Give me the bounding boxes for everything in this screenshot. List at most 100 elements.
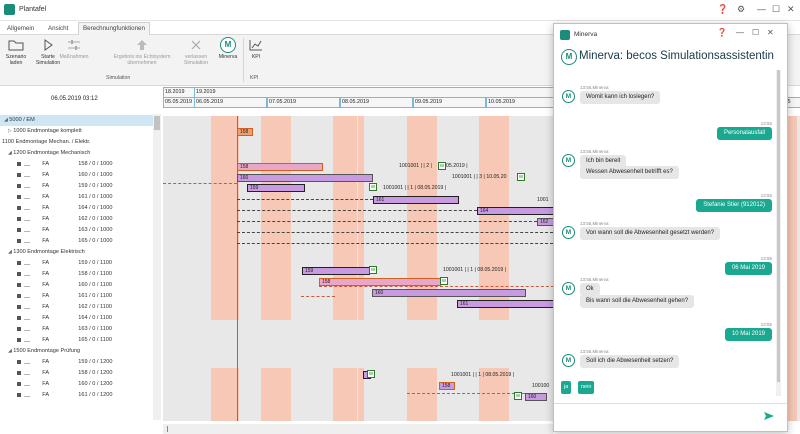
minerva-avatar-icon: M bbox=[562, 354, 575, 367]
tree-group-label: 1200 Endmontage Mechanisch bbox=[13, 150, 91, 156]
dependency-line bbox=[237, 199, 373, 200]
order-row[interactable]: __ FA 159 / 0 / 1100 bbox=[0, 258, 167, 269]
tree-group-row[interactable]: ▷ 1000 Endmontage komplett bbox=[0, 126, 158, 137]
order-row[interactable]: __ FA 165 / 0 / 1100 bbox=[0, 335, 167, 346]
order-row[interactable]: __ FA 165 / 0 / 1000 bbox=[0, 236, 167, 247]
order-row[interactable]: __ FA 160 / 0 / 1000 bbox=[0, 170, 167, 181]
order-row[interactable]: __ FA 158 / 0 / 1100 bbox=[0, 269, 167, 280]
message-bubble: Bis wann soll die Abwesenheit gehen? bbox=[580, 295, 695, 308]
close-icon[interactable]: ✕ bbox=[787, 4, 795, 14]
order-row[interactable]: __ FA 164 / 0 / 1000 bbox=[0, 203, 167, 214]
load-scenario-button[interactable]: Szenario laden bbox=[0, 38, 32, 66]
operation-bar[interactable]: 160 bbox=[525, 393, 547, 401]
order-row[interactable]: __ FA 158 / 0 / 1000 bbox=[0, 159, 167, 170]
order-flag: __ bbox=[24, 260, 31, 266]
operation-bar[interactable]: 158 bbox=[319, 278, 441, 286]
tree-group-row[interactable]: 1100 Endmontage Mechan. / Elektr. bbox=[0, 137, 152, 148]
help-icon[interactable]: ❓ bbox=[717, 4, 729, 14]
kpi-button[interactable]: KPI bbox=[240, 38, 272, 60]
scroll-left-arrow[interactable] bbox=[167, 426, 168, 432]
order-row[interactable]: __ FA 160 / 0 / 1100 bbox=[0, 280, 167, 291]
operation-bar[interactable]: 164 bbox=[477, 207, 553, 215]
milestone-marker[interactable]: W bbox=[440, 277, 448, 285]
operation-bar[interactable]: 161 bbox=[457, 300, 553, 308]
apply-result-button[interactable]: Ergebnis ins Echtsystem übernehmen bbox=[112, 38, 172, 66]
expand-caret-icon[interactable]: ◢ bbox=[8, 249, 14, 255]
milestone-marker[interactable]: W bbox=[514, 392, 522, 400]
chat-close-icon[interactable]: ✕ bbox=[767, 28, 774, 37]
shift-block bbox=[479, 254, 503, 320]
maximize-icon[interactable]: ☐ bbox=[772, 4, 781, 14]
operation-label: 1001001 | | 1 | 08.05.2019 | bbox=[443, 267, 507, 273]
expand-caret-icon[interactable]: ◢ bbox=[8, 348, 14, 354]
tree-group-row[interactable]: ◢ 1300 Endmontage Elektrisch bbox=[0, 247, 158, 258]
quick-reply-nein[interactable]: nein bbox=[578, 381, 595, 394]
milestone-marker[interactable]: W bbox=[369, 183, 377, 191]
milestone-marker[interactable]: W bbox=[438, 162, 446, 170]
horizontal-scrollbar[interactable] bbox=[163, 424, 553, 434]
left-scrollbar[interactable] bbox=[153, 114, 161, 420]
chat-help-icon[interactable]: ❓ bbox=[717, 28, 727, 37]
tree-group-row[interactable]: ◢ 5000 / EM bbox=[0, 115, 154, 126]
order-status-icon bbox=[17, 227, 21, 232]
chat-minimize-icon[interactable]: — bbox=[736, 28, 744, 37]
order-row[interactable]: __ FA 159 / 0 / 1000 bbox=[0, 181, 167, 192]
order-type: FA bbox=[42, 260, 50, 266]
quick-reply-ja[interactable]: ja bbox=[561, 381, 572, 394]
order-row[interactable]: __ FA 161 / 0 / 1200 bbox=[0, 390, 167, 401]
milestone-marker[interactable]: W bbox=[369, 266, 377, 274]
order-row[interactable]: __ FA 159 / 0 / 1200 bbox=[0, 357, 167, 368]
minimize-icon[interactable]: — bbox=[757, 4, 766, 14]
milestone-marker[interactable]: W bbox=[367, 370, 375, 378]
expand-caret-icon[interactable]: ▷ bbox=[8, 128, 14, 134]
chat-scrollbar[interactable] bbox=[776, 70, 781, 396]
order-row[interactable]: __ FA 163 / 0 / 1100 bbox=[0, 324, 167, 335]
order-flag: __ bbox=[24, 315, 31, 321]
exit-simulation-button[interactable]: verlassen Simulation bbox=[180, 38, 212, 66]
operation-bar[interactable]: 162 bbox=[537, 218, 553, 226]
order-row[interactable]: __ FA 162 / 0 / 1100 bbox=[0, 302, 167, 313]
resource-tree: 06.05.2019 03:12 ◢ 5000 / EM ▷ 1000 Endmo… bbox=[0, 86, 164, 424]
minerva-button[interactable]: M Minerva bbox=[212, 37, 244, 60]
tree-group-row[interactable]: ◢ 1500 Endmontage Prüfung bbox=[0, 346, 158, 357]
expand-caret-icon[interactable]: ◢ bbox=[8, 150, 14, 156]
order-number: 163 / 0 / 1100 bbox=[78, 326, 113, 332]
order-row[interactable]: __ FA 160 / 0 / 1200 bbox=[0, 379, 167, 390]
operation-bar[interactable]: 161 bbox=[373, 196, 459, 204]
order-row[interactable]: __ FA 163 / 0 / 1000 bbox=[0, 225, 167, 236]
order-number: 158 / 0 / 1200 bbox=[78, 370, 113, 376]
chat-scroll-thumb[interactable] bbox=[777, 70, 780, 382]
operation-bar[interactable]: 159 bbox=[247, 184, 305, 192]
order-row[interactable]: __ FA 158 / 0 / 1200 bbox=[0, 368, 167, 379]
order-flag: __ bbox=[24, 216, 31, 222]
operation-bar[interactable]: 158 bbox=[237, 163, 323, 171]
operation-bar[interactable]: 158 bbox=[439, 382, 455, 390]
tab-berechnungfunktionen[interactable]: Berechnungfunktionen bbox=[78, 22, 150, 35]
folder-icon bbox=[0, 38, 32, 52]
order-type: FA bbox=[42, 392, 50, 398]
operation-bar[interactable]: 158 bbox=[237, 128, 253, 136]
chat-window-title: Minerva bbox=[574, 31, 598, 38]
order-type: FA bbox=[42, 381, 50, 387]
tree-group-row[interactable]: ◢ 1200 Endmontage Mechanisch bbox=[0, 148, 158, 159]
order-row[interactable]: __ FA 162 / 0 / 1000 bbox=[0, 214, 167, 225]
start-simulation-button[interactable]: Starte Simulation bbox=[32, 38, 64, 66]
order-row[interactable]: __ FA 161 / 0 / 1000 bbox=[0, 192, 167, 203]
order-row[interactable]: __ FA 164 / 0 / 1100 bbox=[0, 313, 167, 324]
operation-bar[interactable]: 160 bbox=[372, 289, 526, 297]
chat-maximize-icon[interactable]: ☐ bbox=[752, 28, 760, 37]
operation-bar[interactable]: 159 bbox=[302, 267, 370, 275]
gear-icon[interactable]: ⚙ bbox=[737, 4, 746, 14]
chat-message-input[interactable] bbox=[558, 410, 758, 426]
tab-ansicht[interactable]: Ansicht bbox=[48, 25, 69, 32]
scroll-thumb[interactable] bbox=[154, 116, 160, 130]
milestone-marker[interactable]: W bbox=[517, 173, 525, 181]
operation-label: 100100 bbox=[532, 383, 550, 389]
measures-button[interactable]: Maßnahmen bbox=[58, 38, 90, 60]
expand-caret-icon[interactable]: ◢ bbox=[4, 117, 10, 123]
send-icon[interactable] bbox=[763, 411, 775, 423]
operation-bar[interactable]: 160 bbox=[237, 174, 373, 182]
order-row[interactable]: __ FA 161 / 0 / 1100 bbox=[0, 291, 167, 302]
tab-allgemein[interactable]: Allgemein bbox=[7, 25, 35, 32]
operation-label: 05.2019 | bbox=[446, 163, 468, 169]
